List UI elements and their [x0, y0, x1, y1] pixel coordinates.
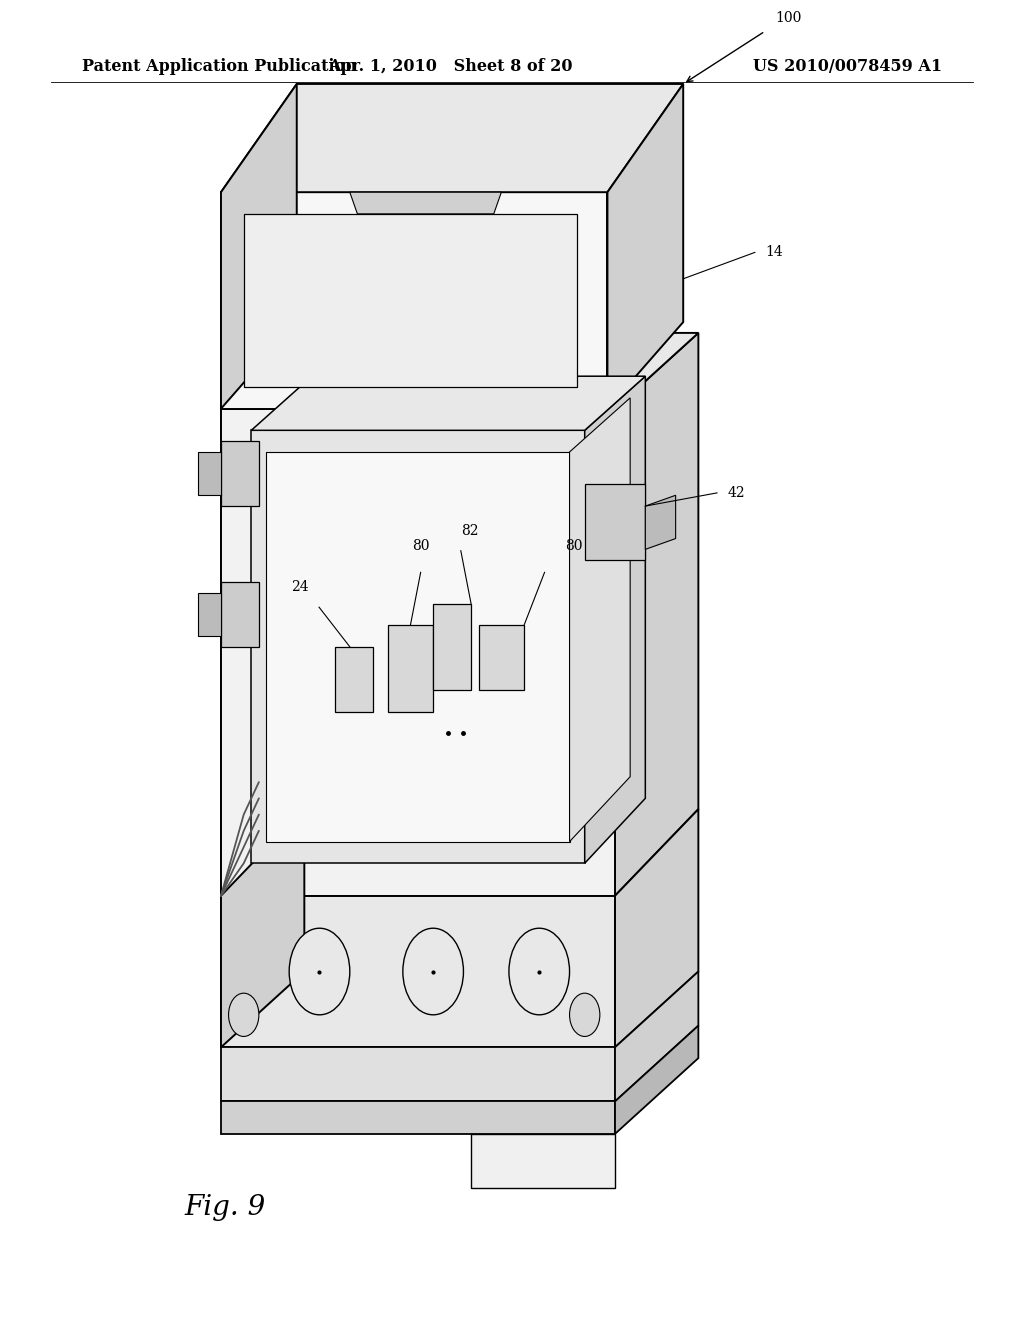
Polygon shape — [585, 376, 645, 863]
Text: 42: 42 — [727, 486, 744, 500]
Polygon shape — [471, 1134, 615, 1188]
Polygon shape — [297, 84, 683, 322]
Polygon shape — [266, 451, 569, 842]
Polygon shape — [221, 333, 304, 896]
Polygon shape — [615, 1026, 698, 1134]
Polygon shape — [244, 214, 578, 387]
Polygon shape — [433, 603, 471, 690]
Polygon shape — [478, 626, 524, 690]
Polygon shape — [615, 333, 698, 896]
Text: 24: 24 — [291, 579, 309, 594]
Polygon shape — [221, 84, 683, 193]
Text: 80: 80 — [565, 539, 583, 553]
Text: 80: 80 — [412, 539, 429, 553]
Polygon shape — [221, 1101, 615, 1134]
Text: Patent Application Publication: Patent Application Publication — [82, 58, 356, 75]
Text: Apr. 1, 2010   Sheet 8 of 20: Apr. 1, 2010 Sheet 8 of 20 — [329, 58, 572, 75]
Polygon shape — [221, 333, 698, 409]
Polygon shape — [251, 376, 645, 430]
Polygon shape — [350, 193, 502, 214]
Polygon shape — [199, 593, 221, 636]
Ellipse shape — [569, 993, 600, 1036]
Polygon shape — [388, 626, 433, 711]
Polygon shape — [221, 1047, 615, 1101]
Ellipse shape — [228, 993, 259, 1036]
Text: 82: 82 — [461, 524, 478, 537]
Polygon shape — [615, 809, 698, 1047]
Text: 100: 100 — [775, 11, 802, 25]
Polygon shape — [221, 84, 297, 409]
Text: US 2010/0078459 A1: US 2010/0078459 A1 — [753, 58, 942, 75]
Ellipse shape — [402, 928, 464, 1015]
Polygon shape — [221, 896, 615, 1047]
Polygon shape — [251, 430, 585, 863]
Ellipse shape — [289, 928, 350, 1015]
Polygon shape — [221, 582, 259, 647]
Ellipse shape — [509, 928, 569, 1015]
Polygon shape — [221, 409, 615, 896]
Text: 14: 14 — [765, 246, 783, 260]
Polygon shape — [221, 193, 607, 409]
Text: Fig. 9: Fig. 9 — [184, 1195, 265, 1221]
Polygon shape — [199, 451, 221, 495]
Polygon shape — [615, 972, 698, 1101]
Polygon shape — [569, 397, 630, 842]
Polygon shape — [607, 84, 683, 409]
Polygon shape — [221, 809, 304, 1047]
Polygon shape — [221, 441, 259, 506]
Polygon shape — [335, 647, 373, 711]
Polygon shape — [585, 484, 645, 560]
Polygon shape — [645, 495, 676, 549]
